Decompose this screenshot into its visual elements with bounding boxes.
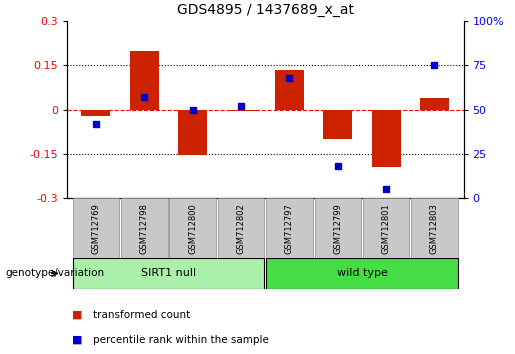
Bar: [169, 198, 216, 258]
Text: GSM712800: GSM712800: [188, 203, 197, 254]
Title: GDS4895 / 1437689_x_at: GDS4895 / 1437689_x_at: [177, 4, 354, 17]
Bar: [275, 70, 304, 110]
Text: transformed count: transformed count: [93, 310, 190, 320]
Bar: [73, 258, 264, 289]
Text: GSM712799: GSM712799: [333, 203, 342, 254]
Bar: [227, 110, 255, 111]
Bar: [372, 110, 401, 167]
Bar: [363, 198, 409, 258]
Text: wild type: wild type: [336, 268, 387, 279]
Text: GSM712803: GSM712803: [430, 203, 439, 254]
Bar: [81, 110, 111, 116]
Text: ■: ■: [72, 335, 82, 345]
Bar: [218, 198, 264, 258]
Bar: [323, 110, 352, 139]
Bar: [178, 110, 207, 155]
Text: ■: ■: [72, 310, 82, 320]
Bar: [121, 198, 167, 258]
Bar: [73, 198, 119, 258]
Text: GSM712769: GSM712769: [92, 203, 100, 254]
Text: GSM712797: GSM712797: [285, 203, 294, 254]
Bar: [420, 98, 449, 110]
Bar: [266, 198, 313, 258]
Bar: [315, 198, 361, 258]
Text: GSM712801: GSM712801: [382, 203, 390, 254]
Bar: [130, 51, 159, 110]
Text: genotype/variation: genotype/variation: [5, 268, 104, 279]
Text: GSM712802: GSM712802: [236, 203, 246, 254]
Text: GSM712798: GSM712798: [140, 203, 149, 254]
Text: percentile rank within the sample: percentile rank within the sample: [93, 335, 269, 345]
Text: SIRT1 null: SIRT1 null: [141, 268, 196, 279]
Bar: [411, 198, 458, 258]
Bar: [266, 258, 458, 289]
